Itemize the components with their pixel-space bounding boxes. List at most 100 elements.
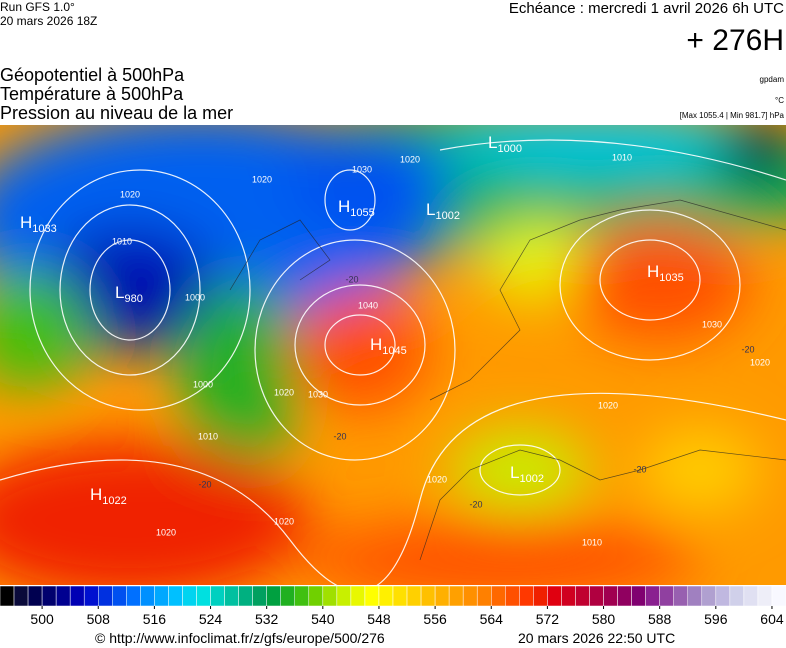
temperature-label: -20 (633, 464, 646, 474)
colorbar-label: 556 (423, 611, 447, 627)
center-kind: L (488, 133, 497, 152)
colorbar-cell (308, 585, 324, 607)
colorbar-cell (673, 585, 689, 607)
colorbar-label: 532 (255, 611, 279, 627)
colorbar-label: 548 (367, 611, 391, 627)
colorbar-cell (645, 585, 660, 607)
isobar-label: 1010 (582, 537, 602, 547)
colorbar-cell (266, 585, 281, 607)
colorbar-cell (406, 585, 422, 607)
center-kind: H (90, 485, 102, 504)
colorbar-cell (547, 585, 562, 607)
colorbar-cell (603, 585, 618, 607)
colorbar-label: 564 (480, 611, 504, 627)
center-value: 980 (124, 293, 142, 305)
colorbar-cell (420, 585, 436, 607)
field-title: Pression au niveau de la mer (0, 103, 233, 123)
colorbar-cell (154, 585, 169, 607)
colorbar-label: 516 (143, 611, 167, 627)
center-kind: H (370, 335, 382, 354)
colorbar-cell (294, 585, 310, 607)
center-kind: H (647, 262, 659, 281)
center-kind: L (115, 283, 124, 302)
colorbar-cell (350, 585, 366, 607)
colorbar-cell (196, 585, 211, 607)
center-value: 1055 (350, 207, 374, 219)
field-title: Géopotentiel à 500hPa (0, 65, 185, 85)
isobar-label: 1030 (702, 319, 722, 329)
colorbar-label: 524 (199, 611, 223, 627)
pressure-center: L1000 (488, 133, 522, 155)
colorbar-cell (98, 585, 113, 607)
isobar-label: 1000 (193, 379, 213, 389)
extremes: [Max 1055.4 | Min 981.7] hPa (680, 111, 785, 120)
isobar-label: 1020 (274, 516, 294, 526)
run-date: 20 mars 2026 18Z (0, 14, 97, 28)
center-kind: H (338, 197, 350, 216)
temperature-label: -20 (345, 274, 358, 284)
colorbar-cell (168, 585, 183, 607)
colorbar-cell (83, 585, 99, 607)
colorbar-cell (519, 585, 534, 607)
colorbar-cell (589, 585, 604, 607)
isobar-label: 1040 (358, 300, 378, 310)
colorbar-cell (729, 585, 745, 607)
colorbar-cell (112, 585, 127, 607)
isobar-label: 1020 (120, 189, 140, 199)
colorbar-cell (771, 585, 786, 607)
pressure-center: H1055 (338, 197, 375, 219)
temperature-label: -20 (469, 499, 482, 509)
pressure-center: H1022 (90, 485, 127, 507)
colorbar-cell (491, 585, 506, 607)
colorbar-cell (41, 585, 57, 607)
pressure-center: L980 (115, 283, 143, 305)
center-kind: L (426, 200, 435, 219)
colorbar-label: 580 (592, 611, 616, 627)
colorbar-label: 572 (536, 611, 560, 627)
pressure-center: L1002 (510, 463, 544, 485)
pressure-center: H1045 (370, 335, 407, 357)
pressure-center: H1035 (647, 262, 684, 284)
colorbar-cell (252, 585, 267, 607)
colorbar-cell (659, 585, 674, 607)
valid-time: Echéance : mercredi 1 avril 2026 6h UTC (509, 0, 784, 17)
isobar-label: 1020 (400, 154, 420, 164)
colorbar-cell (0, 585, 15, 607)
colorbar-cell (476, 585, 492, 607)
colorbar-cell (140, 585, 155, 607)
colorbar-cell (224, 585, 239, 607)
isobar-label: 1010 (612, 152, 632, 162)
temperature-label: -20 (333, 431, 346, 441)
colorbar-label: 588 (648, 611, 672, 627)
colorbar-cell (182, 585, 197, 607)
center-value: 1022 (102, 495, 126, 507)
center-value: 1002 (519, 473, 543, 485)
colorbar-cell (364, 585, 380, 607)
isobar-label: 1020 (274, 387, 294, 397)
isobar-label: 1010 (198, 431, 218, 441)
temperature-label: -20 (198, 479, 211, 489)
colorbar-cell (743, 585, 759, 607)
field-title: Température à 500hPa (0, 84, 184, 104)
isobar-label: 1030 (352, 164, 372, 174)
colorbar-label: 508 (87, 611, 111, 627)
lead-time: + 276H (686, 24, 784, 57)
run: Run GFS 1.0° (0, 0, 75, 14)
colorbar-cell (126, 585, 141, 607)
unit-geo: gpdam (760, 75, 785, 84)
colorbar-label: 596 (704, 611, 728, 627)
center-value: 1002 (435, 210, 459, 222)
colorbar-cell (336, 585, 352, 607)
colorbar-cell (69, 585, 85, 607)
pressure-center: H1033 (20, 213, 57, 235)
isobar-label: 1020 (427, 474, 447, 484)
colorbar-cell (392, 585, 408, 607)
colorbar-cell (715, 585, 731, 607)
colorbar-cell (448, 585, 464, 607)
center-kind: L (510, 463, 519, 482)
center-value: 1045 (382, 345, 406, 357)
colorbar-cell (701, 585, 717, 607)
center-kind: H (20, 213, 32, 232)
colorbar-cell (575, 585, 590, 607)
